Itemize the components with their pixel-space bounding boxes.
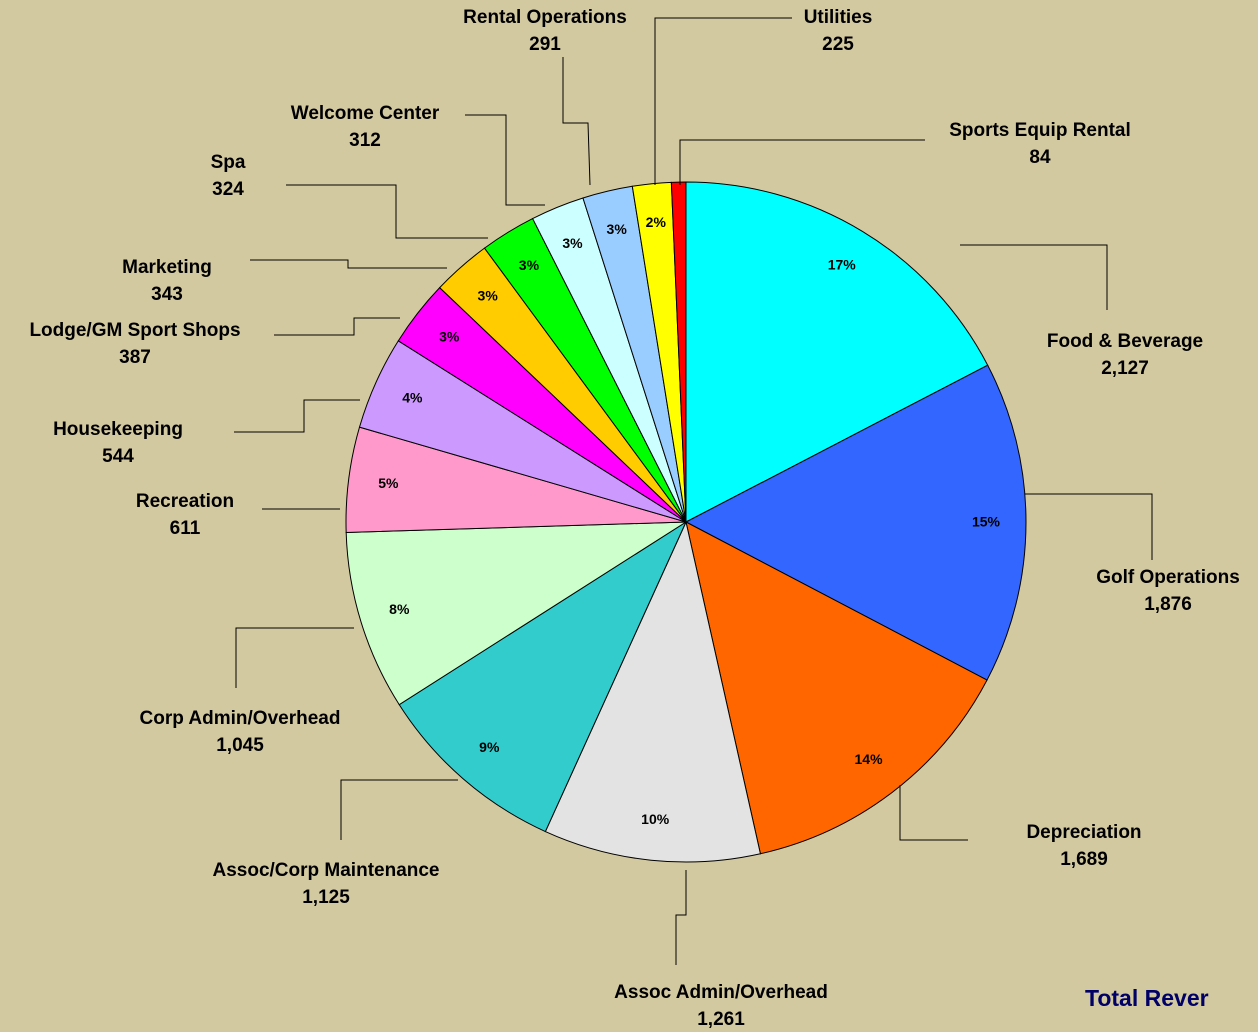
value-label: 225 bbox=[822, 34, 854, 55]
percent-label: 8% bbox=[389, 601, 410, 617]
value-label: 291 bbox=[529, 34, 561, 55]
percent-label: 10% bbox=[641, 811, 670, 827]
category-label: Rental Operations bbox=[463, 7, 627, 28]
category-label: Housekeeping bbox=[53, 419, 183, 440]
percent-label: 3% bbox=[562, 235, 583, 251]
leader-line bbox=[679, 139, 925, 185]
percent-label: 9% bbox=[479, 739, 500, 755]
leader-line bbox=[899, 785, 968, 841]
leader-line bbox=[286, 184, 488, 239]
value-label: 1,689 bbox=[1060, 849, 1108, 870]
value-label: 544 bbox=[102, 446, 134, 467]
category-label: Lodge/GM Sport Shops bbox=[29, 320, 240, 341]
percent-label: 4% bbox=[402, 390, 423, 406]
leader-line bbox=[465, 114, 545, 206]
pie-slice bbox=[670, 181, 687, 523]
category-label: Assoc/Corp Maintenance bbox=[213, 860, 440, 881]
pie-slice bbox=[684, 364, 1027, 681]
pie-slice bbox=[685, 181, 989, 523]
category-label: Spa bbox=[211, 152, 246, 173]
category-label: Marketing bbox=[122, 257, 212, 278]
leader-line bbox=[250, 259, 447, 269]
value-label: 84 bbox=[1029, 147, 1051, 168]
percent-label: 3% bbox=[519, 257, 540, 273]
value-label: 343 bbox=[151, 284, 183, 305]
category-label: Utilities bbox=[804, 7, 873, 28]
percent-label: 2% bbox=[646, 214, 667, 230]
category-label: Assoc Admin/Overhead bbox=[614, 982, 828, 1003]
value-label: 1,876 bbox=[1144, 594, 1192, 615]
annotation: Total Rever bbox=[1085, 985, 1209, 1011]
value-label: 1,261 bbox=[697, 1009, 745, 1030]
category-label: Food & Beverage bbox=[1047, 331, 1203, 352]
leader-line bbox=[562, 57, 591, 186]
category-label: Corp Admin/Overhead bbox=[140, 708, 341, 729]
leader-line bbox=[654, 17, 792, 185]
percent-label: 3% bbox=[607, 221, 628, 237]
leader-line bbox=[1025, 493, 1153, 560]
pie-slice bbox=[345, 521, 688, 706]
value-label: 611 bbox=[170, 518, 201, 539]
percent-label: 15% bbox=[972, 513, 1001, 529]
percent-label: 3% bbox=[439, 328, 460, 344]
percent-label: 17% bbox=[828, 256, 857, 272]
pie-slice bbox=[685, 521, 988, 855]
value-label: 1,045 bbox=[216, 735, 264, 756]
value-label: 1,125 bbox=[302, 887, 350, 908]
category-label: Welcome Center bbox=[291, 103, 440, 124]
category-label: Sports Equip Rental bbox=[949, 120, 1131, 141]
pie-slice bbox=[398, 520, 688, 833]
category-label: Depreciation bbox=[1026, 822, 1141, 843]
leader-line bbox=[234, 399, 360, 433]
value-label: 312 bbox=[349, 130, 381, 151]
leader-line bbox=[235, 627, 354, 688]
percent-label: 5% bbox=[378, 475, 399, 491]
percent-label: 3% bbox=[478, 288, 499, 304]
leader-line bbox=[274, 317, 400, 336]
value-label: 387 bbox=[119, 347, 151, 368]
value-label: 324 bbox=[212, 179, 244, 200]
leader-line bbox=[340, 779, 458, 840]
category-label: Recreation bbox=[136, 491, 234, 512]
value-label: 2,127 bbox=[1101, 358, 1149, 379]
pie-slice bbox=[544, 520, 762, 863]
percent-label: 14% bbox=[855, 751, 884, 767]
leader-line bbox=[675, 870, 687, 965]
leader-line bbox=[960, 244, 1108, 310]
category-label: Golf Operations bbox=[1096, 567, 1240, 588]
